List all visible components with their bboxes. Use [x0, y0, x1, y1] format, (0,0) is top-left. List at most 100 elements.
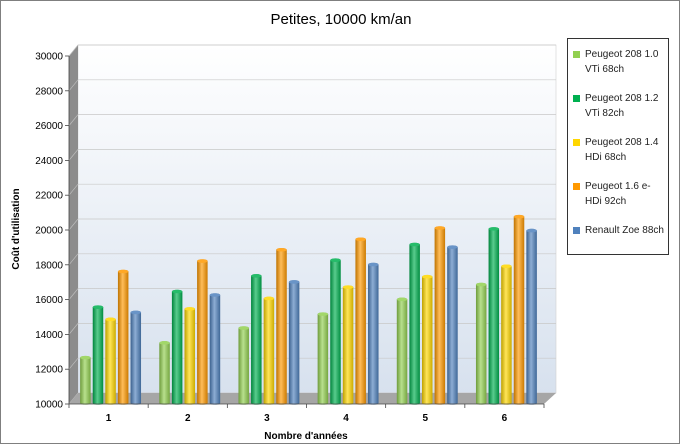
- bar-top: [342, 285, 354, 289]
- y-tick-label: 24000: [35, 156, 63, 167]
- bar: [105, 317, 116, 405]
- bar-top: [434, 226, 446, 230]
- bar-top: [422, 274, 433, 279]
- bar: [409, 242, 420, 405]
- bar-top: [276, 247, 287, 252]
- legend-item: Peugeot 208 1.4 HDi 68ch: [573, 135, 668, 165]
- bar-top: [475, 282, 487, 287]
- legend-swatch: [573, 139, 580, 146]
- bar: [434, 226, 446, 405]
- bar-top: [251, 274, 262, 278]
- bar-top: [409, 242, 420, 247]
- bar: [276, 247, 287, 405]
- bar-top: [80, 355, 91, 360]
- bar: [342, 285, 354, 405]
- legend-label: Peugeot 208 1.2 VTi 82ch: [585, 93, 659, 119]
- legend-label: Renault Zoe 88ch: [585, 225, 664, 236]
- bar: [330, 258, 341, 405]
- bar: [117, 269, 129, 405]
- x-axis-label: Nombre d'années: [264, 431, 348, 442]
- bar: [396, 297, 408, 405]
- legend-label: Peugeot 208 1.0 VTi 68ch: [585, 49, 659, 75]
- bar: [488, 227, 500, 405]
- bar-top: [130, 310, 142, 315]
- y-tick-label: 30000: [35, 52, 63, 63]
- legend-item: Peugeot 1.6 e-HDi 92ch: [573, 179, 668, 209]
- bar: [159, 341, 170, 405]
- legend: Peugeot 208 1.0 VTi 68ch Peugeot 208 1.2…: [567, 38, 669, 255]
- y-tick-label: 22000: [35, 191, 63, 202]
- bar: [209, 293, 221, 405]
- bar: [447, 245, 458, 405]
- bar: [238, 326, 249, 405]
- legend-item: Peugeot 208 1.0 VTi 68ch: [573, 47, 668, 77]
- bar: [475, 282, 487, 405]
- bar: [513, 214, 525, 405]
- bar-top: [488, 227, 500, 231]
- y-axis-label: Coût d'utilisation: [11, 188, 22, 269]
- bar-top: [92, 305, 104, 309]
- y-tick-label: 28000: [35, 86, 63, 97]
- bar-top: [447, 245, 458, 249]
- legend-item: Peugeot 208 1.2 VTi 82ch: [573, 91, 668, 121]
- legend-swatch: [573, 227, 580, 234]
- bar-top: [368, 262, 379, 267]
- bar: [288, 280, 300, 405]
- bar: [368, 262, 379, 405]
- y-tick-label: 12000: [35, 365, 63, 376]
- y-tick-label: 14000: [35, 330, 63, 341]
- bar-top: [209, 293, 221, 297]
- bar: [317, 312, 329, 405]
- bar-top: [105, 317, 116, 322]
- bar: [263, 296, 275, 405]
- bar-top: [263, 296, 275, 301]
- bar-top: [117, 269, 129, 274]
- legend-swatch: [573, 183, 580, 190]
- bar-top: [501, 264, 512, 269]
- bar-top: [396, 297, 408, 302]
- legend-swatch: [573, 95, 580, 102]
- legend-swatch: [573, 51, 580, 58]
- y-tick-label: 18000: [35, 260, 63, 271]
- bar-top: [159, 341, 170, 345]
- bar-top: [197, 259, 208, 263]
- bar: [171, 289, 183, 405]
- bar: [184, 307, 195, 405]
- bars-group: [80, 214, 537, 405]
- bar: [130, 310, 142, 405]
- legend-label: Peugeot 1.6 e-HDi 92ch: [585, 181, 651, 207]
- bar-top: [526, 228, 537, 233]
- x-tick-label: 3: [264, 413, 270, 424]
- legend-item: Renault Zoe 88ch: [573, 223, 668, 238]
- chart-title: Petites, 10000 km/an: [271, 11, 412, 28]
- ticks-group: 10000 12000 14000 16000 18000 20000 22000 24000…: [35, 52, 545, 424]
- bar-top: [288, 280, 300, 284]
- legend-label: Peugeot 208 1.4 HDi 68ch: [585, 137, 659, 163]
- bar: [251, 274, 262, 405]
- bar-top: [317, 312, 329, 316]
- bar: [526, 228, 537, 405]
- bar-top: [238, 326, 249, 330]
- x-tick-label: 4: [343, 413, 349, 424]
- bar: [92, 305, 104, 405]
- bar: [197, 259, 208, 405]
- x-tick-label: 2: [185, 413, 191, 424]
- bar-top: [330, 258, 341, 262]
- bar-top: [513, 214, 525, 219]
- y-tick-label: 26000: [35, 121, 63, 132]
- bar: [501, 264, 512, 405]
- x-tick-label: 1: [106, 413, 112, 424]
- y-tick-label: 20000: [35, 226, 63, 237]
- bar-top: [184, 307, 195, 311]
- bar: [355, 237, 366, 405]
- x-tick-label: 5: [422, 413, 428, 424]
- bar: [422, 274, 433, 405]
- bar-top: [171, 289, 183, 294]
- bar-top: [355, 237, 366, 242]
- y-tick-label: 16000: [35, 295, 63, 306]
- y-tick-label: 10000: [35, 400, 63, 411]
- x-tick-label: 6: [502, 413, 508, 424]
- bar: [80, 355, 91, 405]
